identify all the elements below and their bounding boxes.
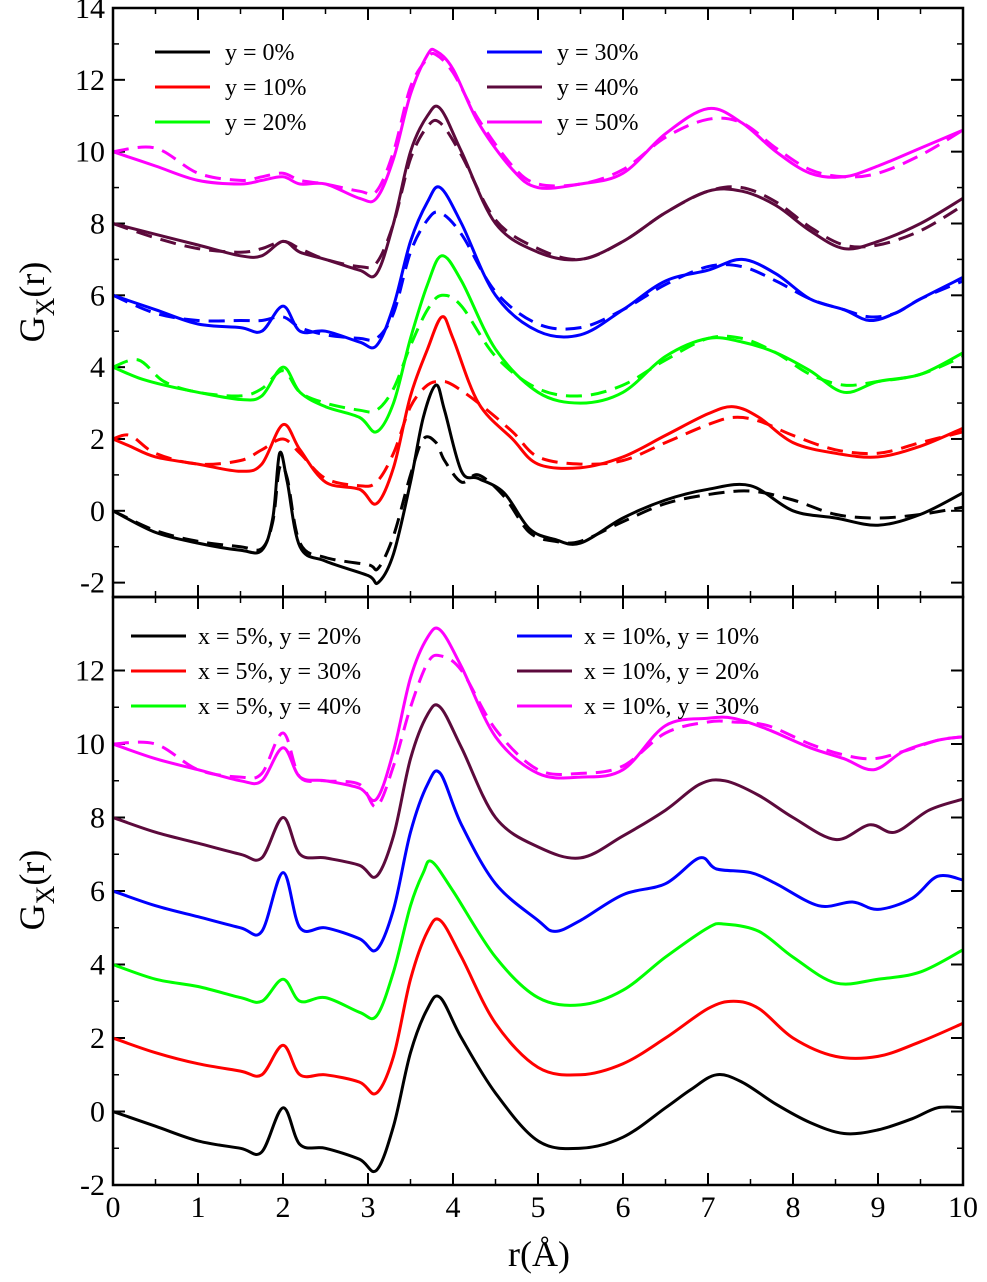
y-tick-label: 6 — [90, 875, 105, 908]
series-y-10 — [113, 315, 963, 506]
x-tick-label: 4 — [446, 1191, 461, 1224]
y-tick-label: 6 — [90, 279, 105, 312]
legend: x = 5%, y = 20% x = 5%, y = 30% x = 5%, y … — [131, 624, 759, 720]
series-y-10-fit — [113, 379, 963, 488]
series-y-40-fit — [113, 118, 963, 270]
series-y-50-fit — [113, 51, 963, 196]
y-tick-label: 8 — [90, 207, 105, 240]
series-y-0 — [113, 383, 963, 586]
legend-label: y = 40% — [557, 75, 639, 101]
y-axis-label-tail: (r) — [12, 262, 52, 298]
series-x-10-y-30 — [113, 626, 963, 803]
legend-label: y = 20% — [225, 110, 307, 136]
x-tick-label: 10 — [948, 1191, 978, 1224]
series-x-5-y-30 — [113, 917, 963, 1096]
x-tick-label: 7 — [701, 1191, 716, 1224]
y-axis-label: GX(r) — [12, 262, 60, 343]
series-y-30 — [113, 185, 963, 350]
x-tick-label: 0 — [106, 1191, 121, 1224]
series-y-20 — [113, 254, 963, 434]
legend-label: y = 0% — [225, 40, 295, 66]
series-y-0-fit — [113, 435, 963, 572]
y-tick-label: 2 — [90, 1022, 105, 1055]
legend-label: x = 5%, y = 40% — [198, 694, 361, 720]
y-tick-label: 12 — [75, 64, 105, 97]
x-tick-label: 9 — [871, 1191, 886, 1224]
plot-frame — [111, 595, 965, 1187]
series-x-10-y-20 — [113, 703, 963, 879]
y-tick-label: 4 — [90, 351, 105, 384]
y-tick-label: 0 — [90, 1096, 105, 1129]
y-tick-label: 2 — [90, 423, 105, 456]
legend-label: x = 10%, y = 20% — [584, 659, 759, 685]
series-x-10-y-10 — [113, 769, 963, 953]
legend-label: y = 30% — [557, 40, 639, 66]
y-tick-label: 10 — [75, 136, 105, 169]
x-axis-label: r(Å) — [508, 1234, 570, 1274]
x-tick-label: 6 — [616, 1191, 631, 1224]
y-tick-label: 4 — [90, 949, 105, 982]
y-tick-label: 10 — [75, 728, 105, 761]
x-tick-label: 2 — [276, 1191, 291, 1224]
y-tick-label: 14 — [75, 0, 105, 25]
series-y-40 — [113, 104, 963, 279]
y-axis-label-tail: (r) — [12, 850, 52, 886]
legend-label: y = 50% — [557, 110, 639, 136]
legend-label: x = 10%, y = 10% — [584, 624, 759, 650]
y-tick-label: 12 — [75, 655, 105, 688]
y-axis-label-main: G — [12, 316, 52, 342]
y-axis-label-main: G — [12, 904, 52, 930]
y-tick-label: 0 — [90, 495, 105, 528]
legend-label: y = 10% — [225, 75, 307, 101]
series-x-5-y-20 — [113, 994, 963, 1174]
x-tick-label: 8 — [786, 1191, 801, 1224]
y-tick-label: -2 — [80, 1169, 105, 1202]
series-y-50 — [113, 47, 963, 204]
series-y-30-fit — [113, 210, 963, 342]
legend-label: x = 5%, y = 30% — [198, 659, 361, 685]
y-axis-label-sub: X — [31, 297, 60, 316]
series-x-5-y-40 — [113, 859, 963, 1021]
y-tick-label: -2 — [80, 567, 105, 600]
legend: y = 0% y = 10% y = 20% y = 30% y = 40% y = 50… — [155, 40, 639, 136]
series-x-10-y-30-fit — [113, 653, 963, 809]
y-axis-label: GX(r) — [12, 850, 60, 931]
plot-area — [113, 47, 963, 586]
x-tick-label: 3 — [361, 1191, 376, 1224]
legend-label: x = 5%, y = 20% — [198, 624, 361, 650]
series-y-20-fit — [113, 293, 963, 414]
x-tick-label: 1 — [191, 1191, 206, 1224]
x-tick-label: 5 — [531, 1191, 546, 1224]
y-tick-label: 8 — [90, 802, 105, 835]
y-axis-label-sub: X — [31, 885, 60, 904]
plot-area — [113, 626, 963, 1174]
legend-label: x = 10%, y = 30% — [584, 694, 759, 720]
